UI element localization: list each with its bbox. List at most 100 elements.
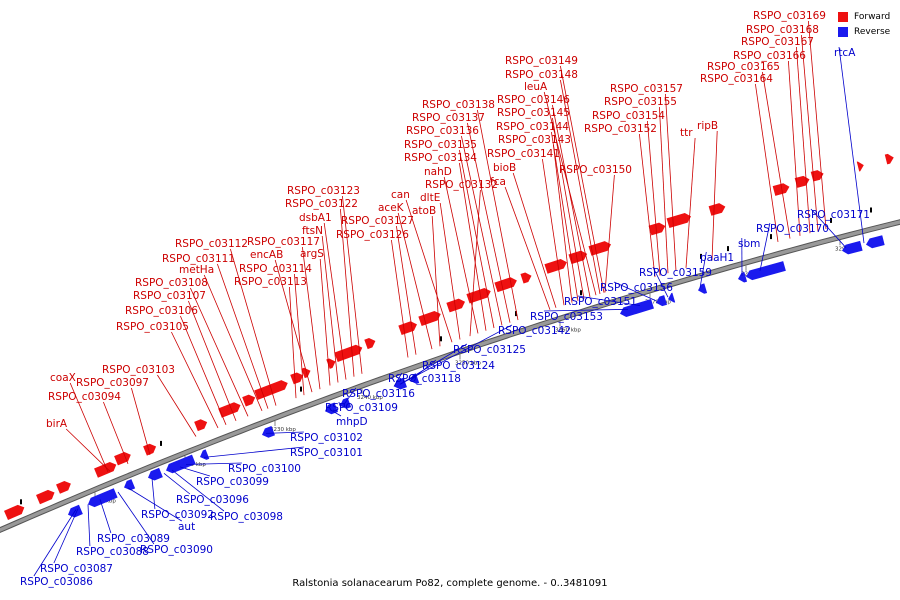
reverse-gene[interactable] xyxy=(667,292,676,304)
gene-label-ripb[interactable]: ripB xyxy=(697,120,718,132)
gene-label-rspo-c03100[interactable]: RSPO_c03100 xyxy=(228,463,301,475)
gene-label-coax[interactable]: coaX xyxy=(50,372,76,384)
gene-label-rspo-c03149[interactable]: RSPO_c03149 xyxy=(505,55,578,67)
gene-label-bira[interactable]: birA xyxy=(46,418,68,430)
gene-label-dlte[interactable]: dltE xyxy=(420,192,440,204)
gene-label-rspo-c03142[interactable]: RSPO_c03142 xyxy=(498,325,571,337)
gene-label-rspo-c03114[interactable]: RSPO_c03114 xyxy=(239,263,312,275)
gene-label-rspo-c03165[interactable]: RSPO_c03165 xyxy=(707,61,780,73)
gene-label-sbm[interactable]: sbm xyxy=(738,238,760,250)
reverse-gene[interactable] xyxy=(164,454,196,475)
gene-label-rspo-c03148[interactable]: RSPO_c03148 xyxy=(505,69,578,81)
gene-label-rspo-c03170[interactable]: RSPO_c03170 xyxy=(756,223,829,235)
gene-label-rspo-c03159[interactable]: RSPO_c03159 xyxy=(639,267,712,279)
gene-label-ftsn[interactable]: ftsN xyxy=(302,225,323,237)
gene-label-rspo-c03125[interactable]: RSPO_c03125 xyxy=(453,344,526,356)
gene-label-rspo-c03109[interactable]: RSPO_c03109 xyxy=(325,402,398,414)
reverse-gene[interactable] xyxy=(323,402,338,416)
gene-label-acek[interactable]: aceK xyxy=(378,202,405,214)
forward-gene[interactable] xyxy=(544,257,568,274)
gene-label-rspo-c03151[interactable]: RSPO_c03151 xyxy=(564,296,637,308)
gene-label-encab[interactable]: encAB xyxy=(250,249,283,261)
forward-gene[interactable] xyxy=(334,343,364,362)
gene-label-rspo-c03118[interactable]: RSPO_c03118 xyxy=(388,373,461,385)
gene-label-rspo-c03136[interactable]: RSPO_c03136 xyxy=(406,125,479,137)
gene-label-can[interactable]: can xyxy=(391,189,410,201)
gene-label-rspo-c03090[interactable]: RSPO_c03090 xyxy=(140,544,213,556)
gene-label-rspo-c03144[interactable]: RSPO_c03144 xyxy=(496,121,569,133)
gene-label-rspo-c03089[interactable]: RSPO_c03089 xyxy=(97,533,170,545)
gene-label-fca[interactable]: fca xyxy=(490,176,506,188)
gene-label-rspo-c03168[interactable]: RSPO_c03168 xyxy=(746,24,819,36)
reverse-gene[interactable] xyxy=(619,298,654,319)
gene-label-rspo-c03117[interactable]: RSPO_c03117 xyxy=(247,236,320,248)
gene-label-rspo-c03166[interactable]: RSPO_c03166 xyxy=(733,50,806,62)
reverse-gene[interactable] xyxy=(841,240,863,256)
reverse-gene[interactable] xyxy=(122,479,136,492)
reverse-gene[interactable] xyxy=(198,449,210,461)
forward-gene[interactable] xyxy=(568,249,588,265)
gene-label-rspo-c03126[interactable]: RSPO_c03126 xyxy=(336,229,409,241)
forward-gene[interactable] xyxy=(398,320,418,336)
gene-label-rspo-c03092[interactable]: RSPO_c03092 xyxy=(141,509,214,521)
forward-gene[interactable] xyxy=(856,160,865,172)
gene-label-rspo-c03154[interactable]: RSPO_c03154 xyxy=(592,110,665,122)
gene-label-ttr[interactable]: ttr xyxy=(680,127,693,139)
forward-gene[interactable] xyxy=(4,503,26,520)
gene-label-rtca[interactable]: rtcA xyxy=(834,47,856,59)
gene-label-rspo-c03141[interactable]: RSPO_c03141 xyxy=(487,148,560,160)
reverse-gene[interactable] xyxy=(260,425,275,440)
reverse-gene[interactable] xyxy=(338,397,352,411)
gene-label-rspo-c03086[interactable]: RSPO_c03086 xyxy=(20,576,93,588)
forward-gene[interactable] xyxy=(56,479,73,494)
gene-label-rspo-c03138[interactable]: RSPO_c03138 xyxy=(422,99,495,111)
forward-gene[interactable] xyxy=(242,393,257,407)
gene-label-rspo-c03097[interactable]: RSPO_c03097 xyxy=(76,377,149,389)
forward-gene[interactable] xyxy=(884,153,895,165)
forward-gene[interactable] xyxy=(708,202,727,216)
forward-gene[interactable] xyxy=(772,182,791,196)
gene-label-rspo-c03171[interactable]: RSPO_c03171 xyxy=(797,209,870,221)
forward-gene[interactable] xyxy=(446,297,466,313)
gene-label-rspo-c03094[interactable]: RSPO_c03094 xyxy=(48,391,121,403)
gene-label-rspo-c03164[interactable]: RSPO_c03164 xyxy=(700,73,773,85)
forward-gene[interactable] xyxy=(418,309,442,327)
gene-label-rspo-c03134[interactable]: RSPO_c03134 xyxy=(404,152,477,164)
gene-label-aut[interactable]: aut xyxy=(178,521,195,533)
gene-label-rspo-c03116[interactable]: RSPO_c03116 xyxy=(342,388,415,400)
forward-gene[interactable] xyxy=(290,371,305,385)
forward-gene[interactable] xyxy=(218,400,242,418)
gene-label-rspo-c03106[interactable]: RSPO_c03106 xyxy=(125,305,198,317)
gene-label-args[interactable]: argS xyxy=(300,248,324,260)
gene-label-biob[interactable]: bioB xyxy=(493,162,516,174)
gene-label-paah1[interactable]: paaH1 xyxy=(700,252,734,264)
gene-label-rspo-c03135[interactable]: RSPO_c03135 xyxy=(404,139,477,151)
gene-label-rspo-c03112[interactable]: RSPO_c03112 xyxy=(175,238,248,250)
gene-label-rspo-c03102[interactable]: RSPO_c03102 xyxy=(290,432,363,444)
gene-label-rspo-c03098[interactable]: RSPO_c03098 xyxy=(210,511,283,523)
forward-gene[interactable] xyxy=(794,175,811,188)
forward-gene[interactable] xyxy=(520,271,533,284)
forward-gene[interactable] xyxy=(588,240,613,256)
gene-label-rspo-c03113[interactable]: RSPO_c03113 xyxy=(234,276,307,288)
gene-label-rspo-c03111[interactable]: RSPO_c03111 xyxy=(162,253,235,265)
gene-label-rspo-c03108[interactable]: RSPO_c03108 xyxy=(135,277,208,289)
gene-label-rspo-c03155[interactable]: RSPO_c03155 xyxy=(604,96,677,108)
gene-label-rspo-c03123[interactable]: RSPO_c03123 xyxy=(287,185,360,197)
gene-label-rspo-c03127[interactable]: RSPO_c03127 xyxy=(341,215,414,227)
gene-label-atob[interactable]: atoB xyxy=(412,205,436,217)
reverse-gene[interactable] xyxy=(865,235,885,249)
gene-label-rspo-c03145[interactable]: RSPO_c03145 xyxy=(497,107,570,119)
reverse-gene[interactable] xyxy=(745,261,786,281)
gene-label-rspo-c03101[interactable]: RSPO_c03101 xyxy=(290,447,363,459)
gene-label-rspo-c03105[interactable]: RSPO_c03105 xyxy=(116,321,189,333)
gene-label-rspo-c03152[interactable]: RSPO_c03152 xyxy=(584,123,657,135)
gene-label-rspo-c03146[interactable]: RSPO_c03146 xyxy=(497,94,570,106)
gene-label-rspo-c03156[interactable]: RSPO_c03156 xyxy=(600,282,673,294)
forward-gene[interactable] xyxy=(666,212,693,228)
gene-label-rspo-c03167[interactable]: RSPO_c03167 xyxy=(741,36,814,48)
gene-label-rspo-c03150[interactable]: RSPO_c03150 xyxy=(559,164,632,176)
reverse-gene[interactable] xyxy=(146,467,163,483)
forward-gene[interactable] xyxy=(301,366,312,379)
gene-label-rspo-c03157[interactable]: RSPO_c03157 xyxy=(610,83,683,95)
